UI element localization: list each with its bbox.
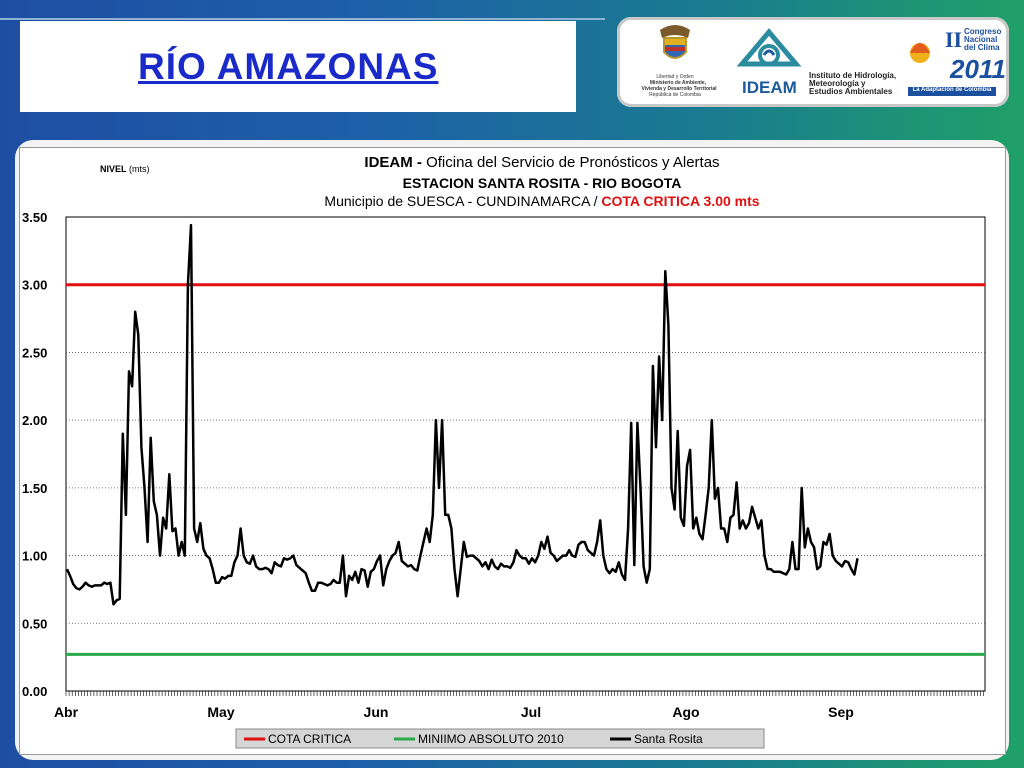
x-tick-label: Sep — [828, 704, 854, 720]
legend-label: Santa Rosita — [634, 732, 703, 746]
x-tick-label: Jun — [364, 704, 389, 720]
y-tick-label: 0.00 — [22, 684, 47, 699]
ideam-name: IDEAM — [742, 78, 797, 97]
y-axis-label: NIVEL (mts) — [100, 164, 150, 174]
ideam-logo-icon — [736, 28, 802, 67]
chart-subtitle: ESTACION SANTA ROSITA - RIO BOGOTA — [402, 175, 682, 191]
shield-caption-2: Ministerio de Ambiente, — [649, 80, 707, 86]
legend-box — [235, 728, 765, 749]
legend-label: COTA CRITICA — [268, 732, 351, 746]
congreso-clima-logo-icon — [908, 43, 996, 96]
x-tick-label: May — [207, 704, 234, 720]
congreso-roman: II — [945, 27, 963, 52]
x-tick-label: Jul — [521, 704, 541, 720]
y-tick-label: 0.50 — [22, 616, 47, 631]
y-tick-label: 2.50 — [22, 345, 47, 360]
shield-caption-1: Libertad y Orden — [656, 74, 694, 80]
slide-title: RÍO AMAZONAS — [138, 46, 439, 87]
top-divider — [0, 18, 605, 20]
chart-title: IDEAM - Oficina del Servicio de Pronósti… — [364, 154, 720, 171]
chart-location: Municipio de SUESCA - CUNDINAMARCA / COT… — [324, 193, 760, 209]
x-tick-label: Abr — [54, 704, 79, 720]
congreso-text: Congreso Nacional del Clima — [964, 27, 1002, 52]
colombia-shield-icon — [660, 25, 690, 59]
congreso-year: 2011 — [950, 54, 1006, 84]
y-tick-label: 3.00 — [22, 278, 47, 293]
title-panel — [20, 21, 576, 112]
legend-label: MINIIMO ABSOLUTO 2010 — [418, 732, 564, 746]
shield-caption-4: República de Colombia — [649, 92, 701, 98]
y-tick-label: 3.50 — [22, 210, 47, 225]
santa-rosita-series — [65, 223, 859, 606]
y-tick-label: 1.00 — [22, 549, 47, 564]
shield-caption-3: Vivienda y Desarrollo Territorial — [641, 86, 717, 92]
ideam-subtitle: Instituto de Hidrología, Meteorología y … — [809, 71, 897, 96]
plot-area — [65, 216, 986, 692]
y-tick-label: 2.00 — [22, 413, 47, 428]
x-tick-label: Ago — [672, 704, 699, 720]
y-tick-label: 1.50 — [22, 481, 47, 496]
congreso-tagline: La Adaptación de Colombia — [912, 87, 992, 93]
